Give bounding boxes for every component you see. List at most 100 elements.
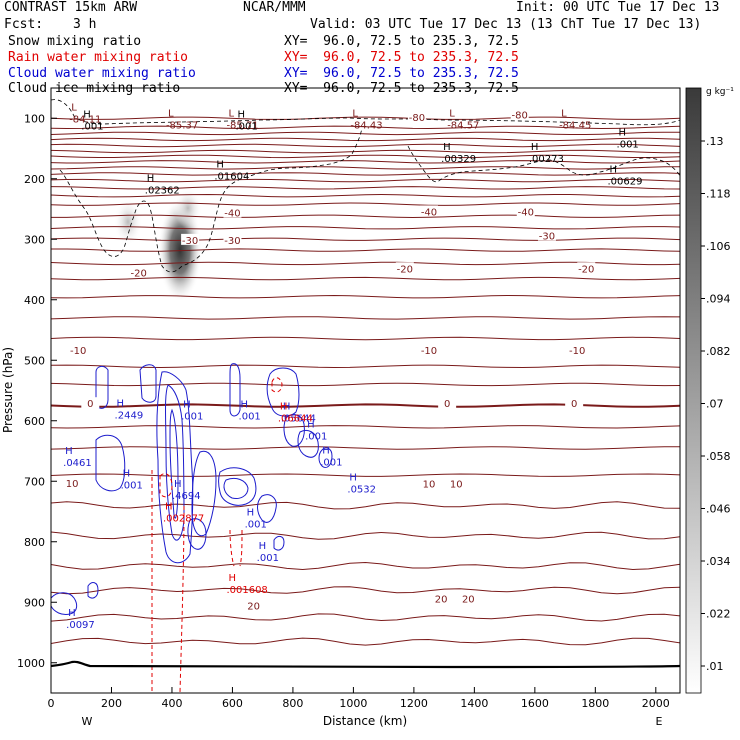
cloud-water-contour-5 (169, 408, 179, 519)
isotherm-line (51, 160, 680, 164)
rain-contour-2 (179, 505, 185, 693)
isotherm-line (51, 276, 680, 281)
cloud-water-max-marker: H (283, 402, 291, 413)
cloud-water-contours (51, 363, 333, 615)
cloud-water-max-value: .001 (181, 411, 203, 422)
cloud-water-contour-10 (297, 429, 319, 458)
cloud-ice-max-value: .01604 (214, 172, 249, 183)
temperature-min-value: -84.43 (350, 120, 382, 131)
x-tick-label: 1600 (521, 697, 549, 710)
y-tick-label: 600 (24, 415, 45, 428)
cloud-water-contour-14 (223, 477, 249, 499)
y-tick-label: 300 (24, 233, 45, 246)
cloud-ice-contour-upper (51, 99, 680, 126)
colorbar-tick-label: .034 (706, 555, 731, 568)
cloud-water-contour-18 (51, 592, 78, 615)
temperature-contour-label: -20 (131, 269, 147, 280)
cloud-water-max-value: .4694 (172, 491, 201, 502)
rain-water-max-value: .002877 (163, 514, 204, 525)
isotherm-line (51, 226, 680, 230)
rain-water-max-value: .001608 (226, 585, 267, 596)
contour-label-bg (577, 262, 596, 274)
isotherm-line (51, 294, 680, 299)
cloud-water-max-marker: H (123, 468, 131, 479)
isotherm-line (51, 237, 680, 241)
temperature-min-marker: L (228, 108, 234, 119)
y-tick-label: 500 (24, 354, 45, 367)
isotherm-line (51, 637, 680, 646)
isotherm-line (51, 248, 680, 252)
contour-label-bg (223, 233, 242, 245)
rain-water-max-value: .06644 (278, 414, 313, 425)
temperature-contours (51, 116, 680, 646)
isotherm-line (51, 336, 680, 341)
contour-label-bg (420, 343, 439, 355)
cloud-water-max-value: .001 (257, 553, 279, 564)
temperature-contour-label: -40 (518, 207, 534, 218)
contour-label-bg (447, 477, 466, 489)
contour-labels: -80 -80 -40 -40 -40 -30 -30 -30 -20 -20 -20 -10 -10 -… (63, 108, 596, 612)
temperature-min-marker: L (71, 102, 77, 113)
rain-contour-3 (159, 473, 173, 498)
temperature-min-value: -84.11 (69, 114, 101, 125)
cloud-water-max-value: .001 (305, 431, 327, 442)
contour-label-bg (395, 262, 414, 274)
temperature-min-value: -85.71 (226, 120, 258, 131)
colorbar-tick-label: .106 (706, 240, 731, 253)
snow-halo-upper (174, 188, 202, 228)
field-name-snow: Snow mixing ratio (8, 34, 142, 49)
temperature-min-value: -85.37 (166, 120, 198, 131)
cloud-water-contour-3 (156, 371, 194, 564)
y-tick-label: 900 (24, 596, 45, 609)
temperature-contour-label: 0 (571, 399, 577, 410)
colorbar-tick-label: .01 (706, 660, 724, 673)
isotherm-line (51, 186, 680, 190)
colorbar-unit: g kg⁻¹ (706, 87, 734, 97)
contour-label-bg (459, 592, 478, 604)
cloud-water-contour-8 (266, 367, 300, 417)
rain-water-contours (151, 377, 283, 693)
y-axis-title: Pressure (hPa) (1, 347, 15, 433)
cloud-ice-max-marker: H (609, 165, 617, 176)
cloud-water-max-marker: H (322, 445, 330, 456)
isotherm-line (51, 143, 680, 148)
contour-label-bg (63, 477, 82, 489)
extrema-labels: L-84.11L-85.37L-85.71L-84.43L-84.57L-84.… (63, 102, 642, 631)
colorbar-tick-label: .07 (706, 398, 724, 411)
temperature-contour-label: 20 (435, 595, 448, 606)
cloud-water-contour-15 (257, 494, 277, 523)
contour-label-bg (69, 343, 88, 355)
contour-label-bg (420, 205, 439, 217)
cloud-ice-contours (51, 99, 680, 273)
contour-label-bg (223, 206, 242, 218)
field-xy-snow: XY= 96.0, 72.5 to 235.3, 72.5 (284, 34, 519, 49)
cloud-ice-max-value: .00329 (441, 154, 476, 165)
east-label: E (656, 715, 663, 728)
colorbar-tick-label: .046 (706, 503, 731, 516)
cloud-water-contour-6 (95, 434, 126, 492)
model-title: CONTRAST 15km ARW (4, 0, 138, 15)
x-tick-label: 1200 (400, 697, 428, 710)
x-tick-label: 1400 (460, 697, 488, 710)
snow-shading (114, 188, 202, 302)
plot-frame (50, 87, 681, 694)
x-tick-label: 2000 (642, 697, 670, 710)
cloud-ice-max-value: .00273 (529, 154, 564, 165)
cloud-water-contour-11 (318, 447, 333, 469)
cloud-water-max-value: .001 (239, 411, 261, 422)
isotherm-line (51, 501, 680, 510)
temperature-contour-label: 10 (450, 480, 463, 491)
cloud-ice-max-marker: H (531, 142, 539, 153)
temperature-min-marker: L (449, 108, 455, 119)
contour-label-bg (568, 343, 587, 355)
cloud-ice-max-value: .00629 (607, 177, 642, 188)
contour-label-bg (432, 592, 451, 604)
cloud-water-max-marker: H (117, 399, 125, 410)
isotherm-line (51, 193, 680, 198)
isotherm-line (51, 316, 680, 320)
contour-label-bg (510, 108, 529, 120)
cloud-water-max-value: .0532 (347, 485, 376, 496)
cloud-ice-max-value: .001 (617, 140, 639, 151)
cloud-water-contour-2 (139, 364, 157, 403)
cloud-water-max-marker: H (174, 479, 182, 490)
